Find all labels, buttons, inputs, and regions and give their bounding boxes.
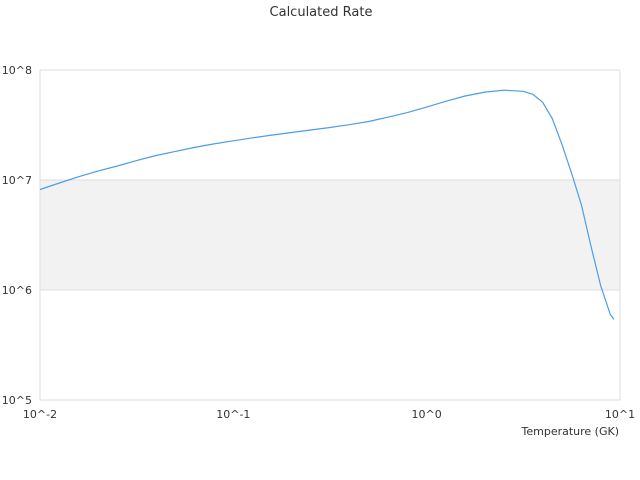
x-axis-title: Temperature (GK) (521, 425, 620, 438)
x-tick-label: 10^-1 (216, 408, 250, 421)
x-tick-label: 10^-2 (23, 408, 57, 421)
y-tick-label: 10^6 (2, 284, 32, 297)
y-tick-label: 10^7 (2, 174, 32, 187)
chart-title: Calculated Rate (270, 5, 373, 20)
plot-area: 10^5 10^6 10^7 10^8 10^-2 10^-1 10^0 10^1 (2, 64, 635, 421)
grid-band (40, 180, 620, 290)
y-tick-label: 10^8 (2, 64, 32, 77)
x-tick-label: 10^0 (412, 408, 442, 421)
y-tick-label: 10^5 (2, 394, 32, 407)
x-tick-label: 10^1 (605, 408, 635, 421)
series-line (39, 89, 615, 320)
